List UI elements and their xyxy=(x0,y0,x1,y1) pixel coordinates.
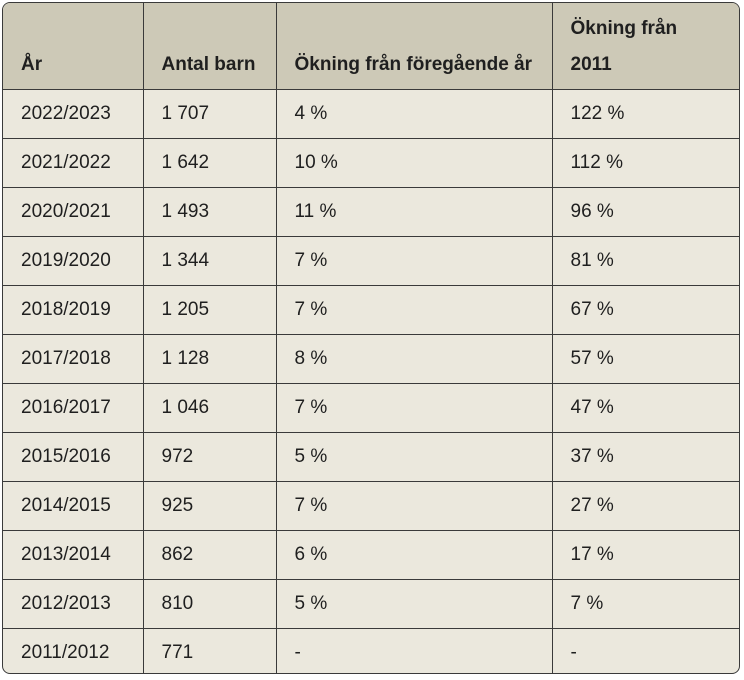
cell-year: 2013/2014 xyxy=(3,530,144,580)
cell-increase-since-2011: 112 % xyxy=(551,138,739,188)
table-row: 2011/2012 771- - xyxy=(3,628,739,673)
cell-increase-previous-year: 7 % xyxy=(275,383,553,433)
cell-increase-since-2011: 67 % xyxy=(551,285,739,335)
cell-year: 2018/2019 xyxy=(3,285,144,335)
cell-children-count: 1 205 xyxy=(142,285,277,335)
cell-increase-previous-year: 10 % xyxy=(275,138,553,188)
cell-children-count: 1 128 xyxy=(142,334,277,384)
cell-increase-since-2011: 27 % xyxy=(551,481,739,531)
table-row: 2015/2016 972 5 % 37 % xyxy=(3,432,739,482)
cell-year: 2012/2013 xyxy=(3,579,144,629)
cell-children-count: 862 xyxy=(142,530,277,580)
table-row: 2017/2018 1 128 8 % 57 % xyxy=(3,334,739,384)
table-row: 2020/2021 1 493 11 % 96 % xyxy=(3,187,739,237)
cell-children-count: 1 642 xyxy=(142,138,277,188)
table-row: 2022/2023 1 707 4 % 122 % xyxy=(3,89,739,139)
cell-children-count: 771 xyxy=(142,628,277,673)
cell-increase-previous-year: 7 % xyxy=(275,285,553,335)
cell-increase-since-2011: 17 % xyxy=(551,530,739,580)
cell-year: 2014/2015 xyxy=(3,481,144,531)
cell-year: 2016/2017 xyxy=(3,383,144,433)
header-cell-increase-since-2011: Ökning från 2011 xyxy=(551,3,739,90)
cell-increase-previous-year: 8 % xyxy=(275,334,553,384)
table-body: 2022/2023 1 707 4 % 122 % 2021/2022 1 642 10 %… xyxy=(3,89,739,673)
header-cell-children-count: Antal barn xyxy=(142,3,277,90)
cell-children-count: 1 344 xyxy=(142,236,277,286)
data-table: År Antal barn Ökning från föregående år … xyxy=(3,3,739,673)
table-row: 2013/2014 862 6 % 17 % xyxy=(3,530,739,580)
cell-increase-previous-year: - xyxy=(275,628,553,673)
header-cell-increase-previous-year: Ökning från föregående år xyxy=(275,3,553,90)
cell-year: 2019/2020 xyxy=(3,236,144,286)
table-header: År Antal barn Ökning från föregående år … xyxy=(3,3,739,90)
cell-increase-since-2011: 57 % xyxy=(551,334,739,384)
cell-increase-since-2011: 96 % xyxy=(551,187,739,237)
cell-year: 2011/2012 xyxy=(3,628,144,673)
cell-year: 2021/2022 xyxy=(3,138,144,188)
cell-year: 2020/2021 xyxy=(3,187,144,237)
cell-increase-previous-year: 5 % xyxy=(275,579,553,629)
cell-increase-since-2011: - xyxy=(551,628,739,673)
cell-increase-previous-year: 4 % xyxy=(275,89,553,139)
cell-year: 2022/2023 xyxy=(3,89,144,139)
cell-year: 2015/2016 xyxy=(3,432,144,482)
table-row: 2014/2015 925 7 % 27 % xyxy=(3,481,739,531)
cell-increase-previous-year: 11 % xyxy=(275,187,553,237)
table-row: 2016/2017 1 046 7 % 47 % xyxy=(3,383,739,433)
cell-children-count: 1 046 xyxy=(142,383,277,433)
cell-children-count: 1 493 xyxy=(142,187,277,237)
cell-increase-since-2011: 122 % xyxy=(551,89,739,139)
cell-increase-previous-year: 6 % xyxy=(275,530,553,580)
cell-children-count: 1 707 xyxy=(142,89,277,139)
header-cell-year: År xyxy=(3,3,144,90)
header-row: År Antal barn Ökning från föregående år … xyxy=(3,3,739,90)
table-row: 2019/2020 1 344 7 % 81 % xyxy=(3,236,739,286)
table-row: 2021/2022 1 642 10 % 112 % xyxy=(3,138,739,188)
cell-increase-previous-year: 7 % xyxy=(275,481,553,531)
cell-children-count: 972 xyxy=(142,432,277,482)
cell-year: 2017/2018 xyxy=(3,334,144,384)
cell-increase-since-2011: 37 % xyxy=(551,432,739,482)
cell-increase-since-2011: 81 % xyxy=(551,236,739,286)
cell-increase-since-2011: 47 % xyxy=(551,383,739,433)
cell-increase-since-2011: 7 % xyxy=(551,579,739,629)
cell-children-count: 925 xyxy=(142,481,277,531)
cell-children-count: 810 xyxy=(142,579,277,629)
table-row: 2012/2013 810 5 % 7 % xyxy=(3,579,739,629)
cell-increase-previous-year: 7 % xyxy=(275,236,553,286)
cell-increase-previous-year: 5 % xyxy=(275,432,553,482)
table-row: 2018/2019 1 205 7 % 67 % xyxy=(3,285,739,335)
